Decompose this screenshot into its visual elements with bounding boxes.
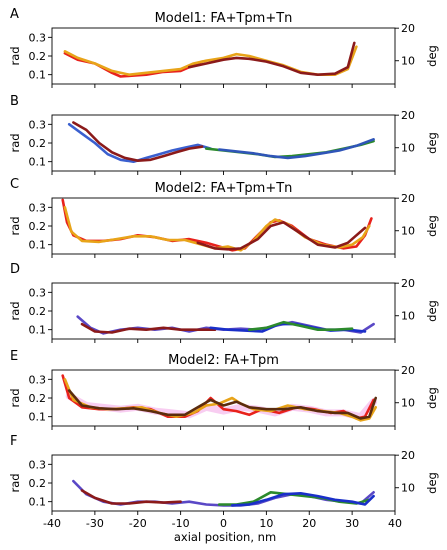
left-axis-label: rad <box>8 46 22 65</box>
panel-letter: A <box>10 7 19 22</box>
axes-frame <box>51 369 396 427</box>
left-tick-label: 0.3 <box>29 118 47 131</box>
left-axis-label: rad <box>8 301 22 320</box>
left-tick-label: 0.3 <box>29 31 47 44</box>
right-axis-label: deg <box>425 387 439 409</box>
left-axis-label: rad <box>8 388 22 407</box>
data-series-line <box>67 123 212 163</box>
right-axis-label: deg <box>425 45 439 67</box>
panel-f: F 0.1 0.2 0.3 10 20 -40 -30 -20 -10 0 10 20 30 40 rad de… <box>8 434 439 530</box>
x-tick-label: -10 <box>172 517 190 530</box>
panel-e: E Model2: FA+Tpm 0.1 0.2 0.3 10 20 rad deg <box>8 349 439 430</box>
x-tick-label: 10 <box>259 517 273 530</box>
panel-letter: D <box>10 262 20 277</box>
left-tick-label: 0.2 <box>29 305 47 318</box>
data-series-line <box>187 41 356 76</box>
right-tick-label: 10 <box>401 310 415 323</box>
right-tick-label: 20 <box>401 364 415 377</box>
left-tick-label: 0.2 <box>29 220 47 233</box>
left-tick-label: 0.3 <box>29 286 47 299</box>
x-tick-label: 20 <box>302 517 316 530</box>
right-tick-label: 10 <box>401 482 415 495</box>
data-series-line <box>196 221 367 251</box>
right-axis-label: deg <box>425 132 439 154</box>
right-tick-label: 20 <box>401 192 415 205</box>
data-series-line <box>61 198 373 252</box>
right-axis-label: deg <box>425 472 439 494</box>
data-series-line <box>63 206 371 252</box>
right-tick-label: 20 <box>401 22 415 35</box>
left-tick-label: 0.3 <box>29 201 47 214</box>
right-tick-label: 10 <box>401 397 415 410</box>
right-tick-label: 10 <box>401 225 415 238</box>
right-tick-label: 20 <box>401 449 415 462</box>
left-axis-label: rad <box>8 216 22 235</box>
left-tick-label: 0.1 <box>29 496 47 509</box>
left-tick-label: 0.3 <box>29 458 47 471</box>
left-tick-label: 0.1 <box>29 239 47 252</box>
left-tick-label: 0.1 <box>29 411 47 424</box>
data-series-line <box>72 121 204 162</box>
left-tick-label: 0.2 <box>29 477 47 490</box>
panel-c: C Model2: FA+Tpm+Tn 0.1 0.2 0.3 10 20 rad deg <box>8 177 439 258</box>
left-axis-label: rad <box>8 473 22 492</box>
x-tick-label: 30 <box>345 517 359 530</box>
left-tick-label: 0.1 <box>29 156 47 169</box>
x-tick-label: 0 <box>220 517 227 530</box>
panel-letter: B <box>10 94 19 109</box>
right-axis-label: deg <box>425 215 439 237</box>
right-tick-label: 20 <box>401 109 415 122</box>
panels-group: A Model1: FA+Tpm+Tn 0.1 0.2 0.3 10 20 rad deg B 0.… <box>8 7 439 530</box>
data-series-line <box>63 45 358 76</box>
x-tick-label: 40 <box>388 517 402 530</box>
left-tick-label: 0.2 <box>29 50 47 63</box>
right-axis-label: deg <box>425 300 439 322</box>
left-axis-label: rad <box>8 133 22 152</box>
right-tick-label: 20 <box>401 277 415 290</box>
data-series-line <box>67 389 378 420</box>
panel-b: B 0.1 0.2 0.3 10 20 rad deg <box>8 94 439 175</box>
axes-frame <box>51 114 396 172</box>
right-tick-label: 10 <box>401 142 415 155</box>
left-tick-label: 0.2 <box>29 137 47 150</box>
x-tick-label: -40 <box>43 517 61 530</box>
panel-title: Model2: FA+Tpm <box>168 353 279 368</box>
panel-title: Model2: FA+Tpm+Tn <box>155 181 293 196</box>
panel-letter: C <box>10 177 19 192</box>
panel-title: Model1: FA+Tpm+Tn <box>155 11 293 26</box>
data-series-line <box>217 138 375 160</box>
data-series-line <box>80 489 182 505</box>
axes-frame <box>51 27 396 85</box>
x-tick-label: -30 <box>86 517 104 530</box>
data-series-line <box>80 322 217 334</box>
left-tick-label: 0.3 <box>29 373 47 386</box>
right-tick-label: 10 <box>401 55 415 68</box>
panel-letter: E <box>10 349 18 364</box>
panel-letter: F <box>10 434 17 449</box>
left-tick-label: 0.1 <box>29 324 47 337</box>
x-axis-label: axial position, nm <box>174 530 276 544</box>
data-series-line <box>230 491 375 507</box>
left-tick-label: 0.2 <box>29 392 47 405</box>
panel-d: D 0.1 0.2 0.3 10 20 rad deg <box>8 262 439 343</box>
x-tick-label: -20 <box>129 517 147 530</box>
panel-a: A Model1: FA+Tpm+Tn 0.1 0.2 0.3 10 20 rad deg <box>8 7 439 88</box>
data-series-line <box>72 479 375 507</box>
data-series-line <box>217 490 371 506</box>
left-tick-label: 0.1 <box>29 69 47 82</box>
data-series-line <box>247 320 354 332</box>
